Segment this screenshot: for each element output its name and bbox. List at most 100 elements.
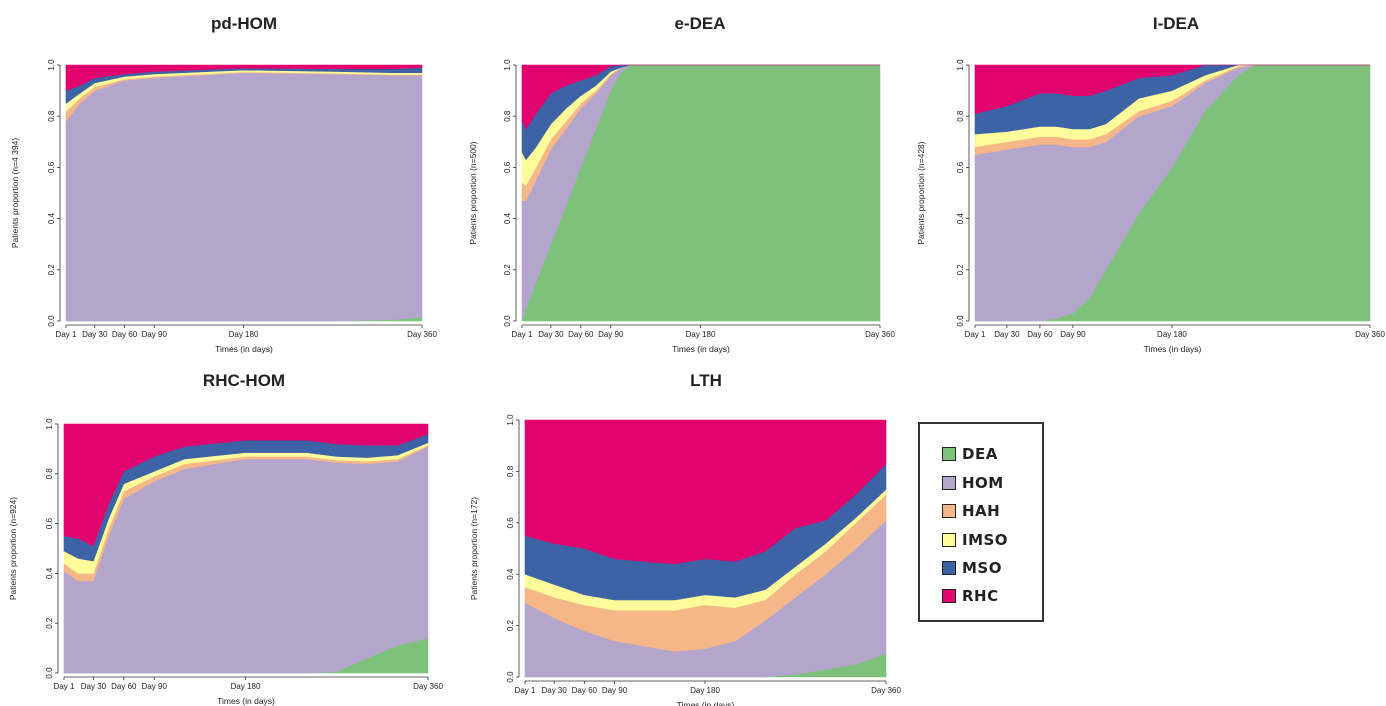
y-tick-label: 0.2 <box>45 617 54 629</box>
x-tick-label: Day 60 <box>568 330 594 339</box>
x-tick-label: Day 360 <box>1355 330 1385 339</box>
y-tick-label: 0.4 <box>45 567 54 579</box>
y-tick-label: 0.0 <box>956 315 965 327</box>
y-tick-label: 0.2 <box>506 619 515 631</box>
y-tick-label: 0.6 <box>506 517 515 529</box>
x-axis-label: Times (in days) <box>217 696 275 706</box>
y-tick-label: 0.2 <box>47 264 56 276</box>
y-tick-label: 1.0 <box>45 418 54 430</box>
x-tick-label: Day 90 <box>1060 330 1086 339</box>
x-tick-label: Day 30 <box>538 330 564 339</box>
x-tick-label: Day 90 <box>598 330 624 339</box>
area-rhc <box>521 64 880 130</box>
panel-title-pd-hom: pd-HOM <box>210 14 278 33</box>
x-axis-label: Times (in days) <box>215 344 273 354</box>
x-tick-label: Day 1 <box>965 330 986 339</box>
y-tick-label: 0.8 <box>45 468 54 480</box>
legend-swatch-mso <box>942 561 956 575</box>
y-tick-label: 0.0 <box>503 315 512 327</box>
y-tick-label: 0.4 <box>506 568 515 580</box>
x-tick-label: Day 30 <box>81 682 107 691</box>
y-axis-label: Patients proportion (n=924) <box>8 497 18 600</box>
y-tick-label: 1.0 <box>956 59 965 71</box>
x-axis-label: Times (in days) <box>1144 344 1202 354</box>
y-tick-label: 0.8 <box>503 110 512 122</box>
legend-item-imso: IMSO <box>942 531 1008 549</box>
x-tick-label: Day 60 <box>111 682 137 691</box>
area-rhc <box>65 64 423 92</box>
y-tick-label: 0.2 <box>956 264 965 276</box>
legend-item-mso: MSO <box>942 559 1002 577</box>
legend-label-hah: HAH <box>962 502 1001 520</box>
legend-item-hah: HAH <box>942 502 1000 520</box>
plot-2: 0.0 0.2 0.4 0.6 0.8 1.0 Day 1 Day 30 Day 60 Day 9… <box>916 59 1385 354</box>
x-tick-label: Day 1 <box>512 330 533 339</box>
x-axis-label: Times (in days) <box>677 700 735 706</box>
x-tick-label: Day 60 <box>572 686 598 695</box>
y-axis-label: Patients proportion (n=172) <box>469 497 479 600</box>
y-axis-label: Patients proportion (n=4 394) <box>10 138 20 249</box>
y-tick-label: 0.8 <box>956 110 965 122</box>
legend-label-rhc: RHC <box>962 587 999 605</box>
x-tick-label: Day 1 <box>515 686 536 695</box>
x-tick-label: Day 360 <box>407 330 437 339</box>
area-rhc <box>524 419 887 565</box>
plot-4: 0.0 0.2 0.4 0.6 0.8 1.0 Day 1 Day 30 Day 60 Day 9… <box>469 414 901 706</box>
panel-title-i-dea: I-DEA <box>1152 14 1200 33</box>
x-tick-label: Day 1 <box>56 330 77 339</box>
legend-item-dea: DEA <box>942 445 998 463</box>
x-tick-label: Day 180 <box>1157 330 1187 339</box>
y-tick-label: 0.8 <box>47 110 56 122</box>
area-rhc <box>974 64 1370 114</box>
panel-title-lth: LTH <box>690 371 722 390</box>
legend-swatch-hom <box>942 476 956 490</box>
y-tick-label: 0.4 <box>956 212 965 224</box>
y-tick-label: 0.4 <box>47 212 56 224</box>
x-axis-label: Times (in days) <box>672 344 730 354</box>
legend-swatch-dea <box>942 447 956 461</box>
x-tick-label: Day 30 <box>82 330 108 339</box>
x-tick-label: Day 30 <box>541 686 567 695</box>
y-tick-label: 0.2 <box>503 264 512 276</box>
panel-title-rhc-hom: RHC-HOM <box>202 371 286 390</box>
legend-item-rhc: RHC <box>942 587 999 605</box>
x-tick-label: Day 360 <box>865 330 895 339</box>
y-tick-label: 0.6 <box>956 161 965 173</box>
legend-label-dea: DEA <box>962 445 998 463</box>
legend-swatch-rhc <box>942 589 956 603</box>
y-tick-label: 0.4 <box>503 212 512 224</box>
plot-1: 0.0 0.2 0.4 0.6 0.8 1.0 Day 1 Day 30 Day 60 Day 9… <box>468 59 895 354</box>
y-tick-label: 1.0 <box>503 59 512 71</box>
x-tick-label: Day 60 <box>1027 330 1053 339</box>
legend-label-imso: IMSO <box>962 531 1009 549</box>
legend: DEA HOM HAH IMSO MSO RHC <box>918 422 1044 622</box>
x-tick-label: Day 90 <box>142 330 168 339</box>
y-tick-label: 0.6 <box>47 161 56 173</box>
y-axis-label: Patients proportion (n=500) <box>468 141 478 244</box>
plot-0: 0.0 0.2 0.4 0.6 0.8 1.0 Day 1 Day 30 Day 60 Day 9… <box>10 59 437 354</box>
panel-title-e-dea: e-DEA <box>674 14 726 33</box>
x-tick-label: Day 180 <box>231 682 261 691</box>
x-tick-label: Day 90 <box>602 686 628 695</box>
y-axis-label: Patients proportion (n=428) <box>916 141 926 244</box>
y-tick-label: 1.0 <box>506 414 515 426</box>
y-tick-label: 0.6 <box>45 517 54 529</box>
x-tick-label: Day 60 <box>112 330 138 339</box>
y-tick-label: 0.0 <box>506 671 515 683</box>
x-tick-label: Day 360 <box>871 686 901 695</box>
area-hom <box>65 72 423 322</box>
x-tick-label: Day 30 <box>994 330 1020 339</box>
legend-label-hom: HOM <box>962 474 1004 492</box>
y-tick-label: 0.8 <box>506 465 515 477</box>
area-rhc <box>63 423 429 547</box>
y-tick-label: 0.6 <box>503 161 512 173</box>
legend-swatch-imso <box>942 533 956 547</box>
legend-swatch-hah <box>942 504 956 518</box>
plot-3: 0.0 0.2 0.4 0.6 0.8 1.0 Day 1 Day 30 Day 60 Day 9… <box>8 418 443 706</box>
y-tick-label: 0.0 <box>47 315 56 327</box>
legend-item-hom: HOM <box>942 474 1004 492</box>
x-tick-label: Day 90 <box>142 682 168 691</box>
y-tick-label: 0.0 <box>45 667 54 679</box>
x-tick-label: Day 180 <box>690 686 720 695</box>
